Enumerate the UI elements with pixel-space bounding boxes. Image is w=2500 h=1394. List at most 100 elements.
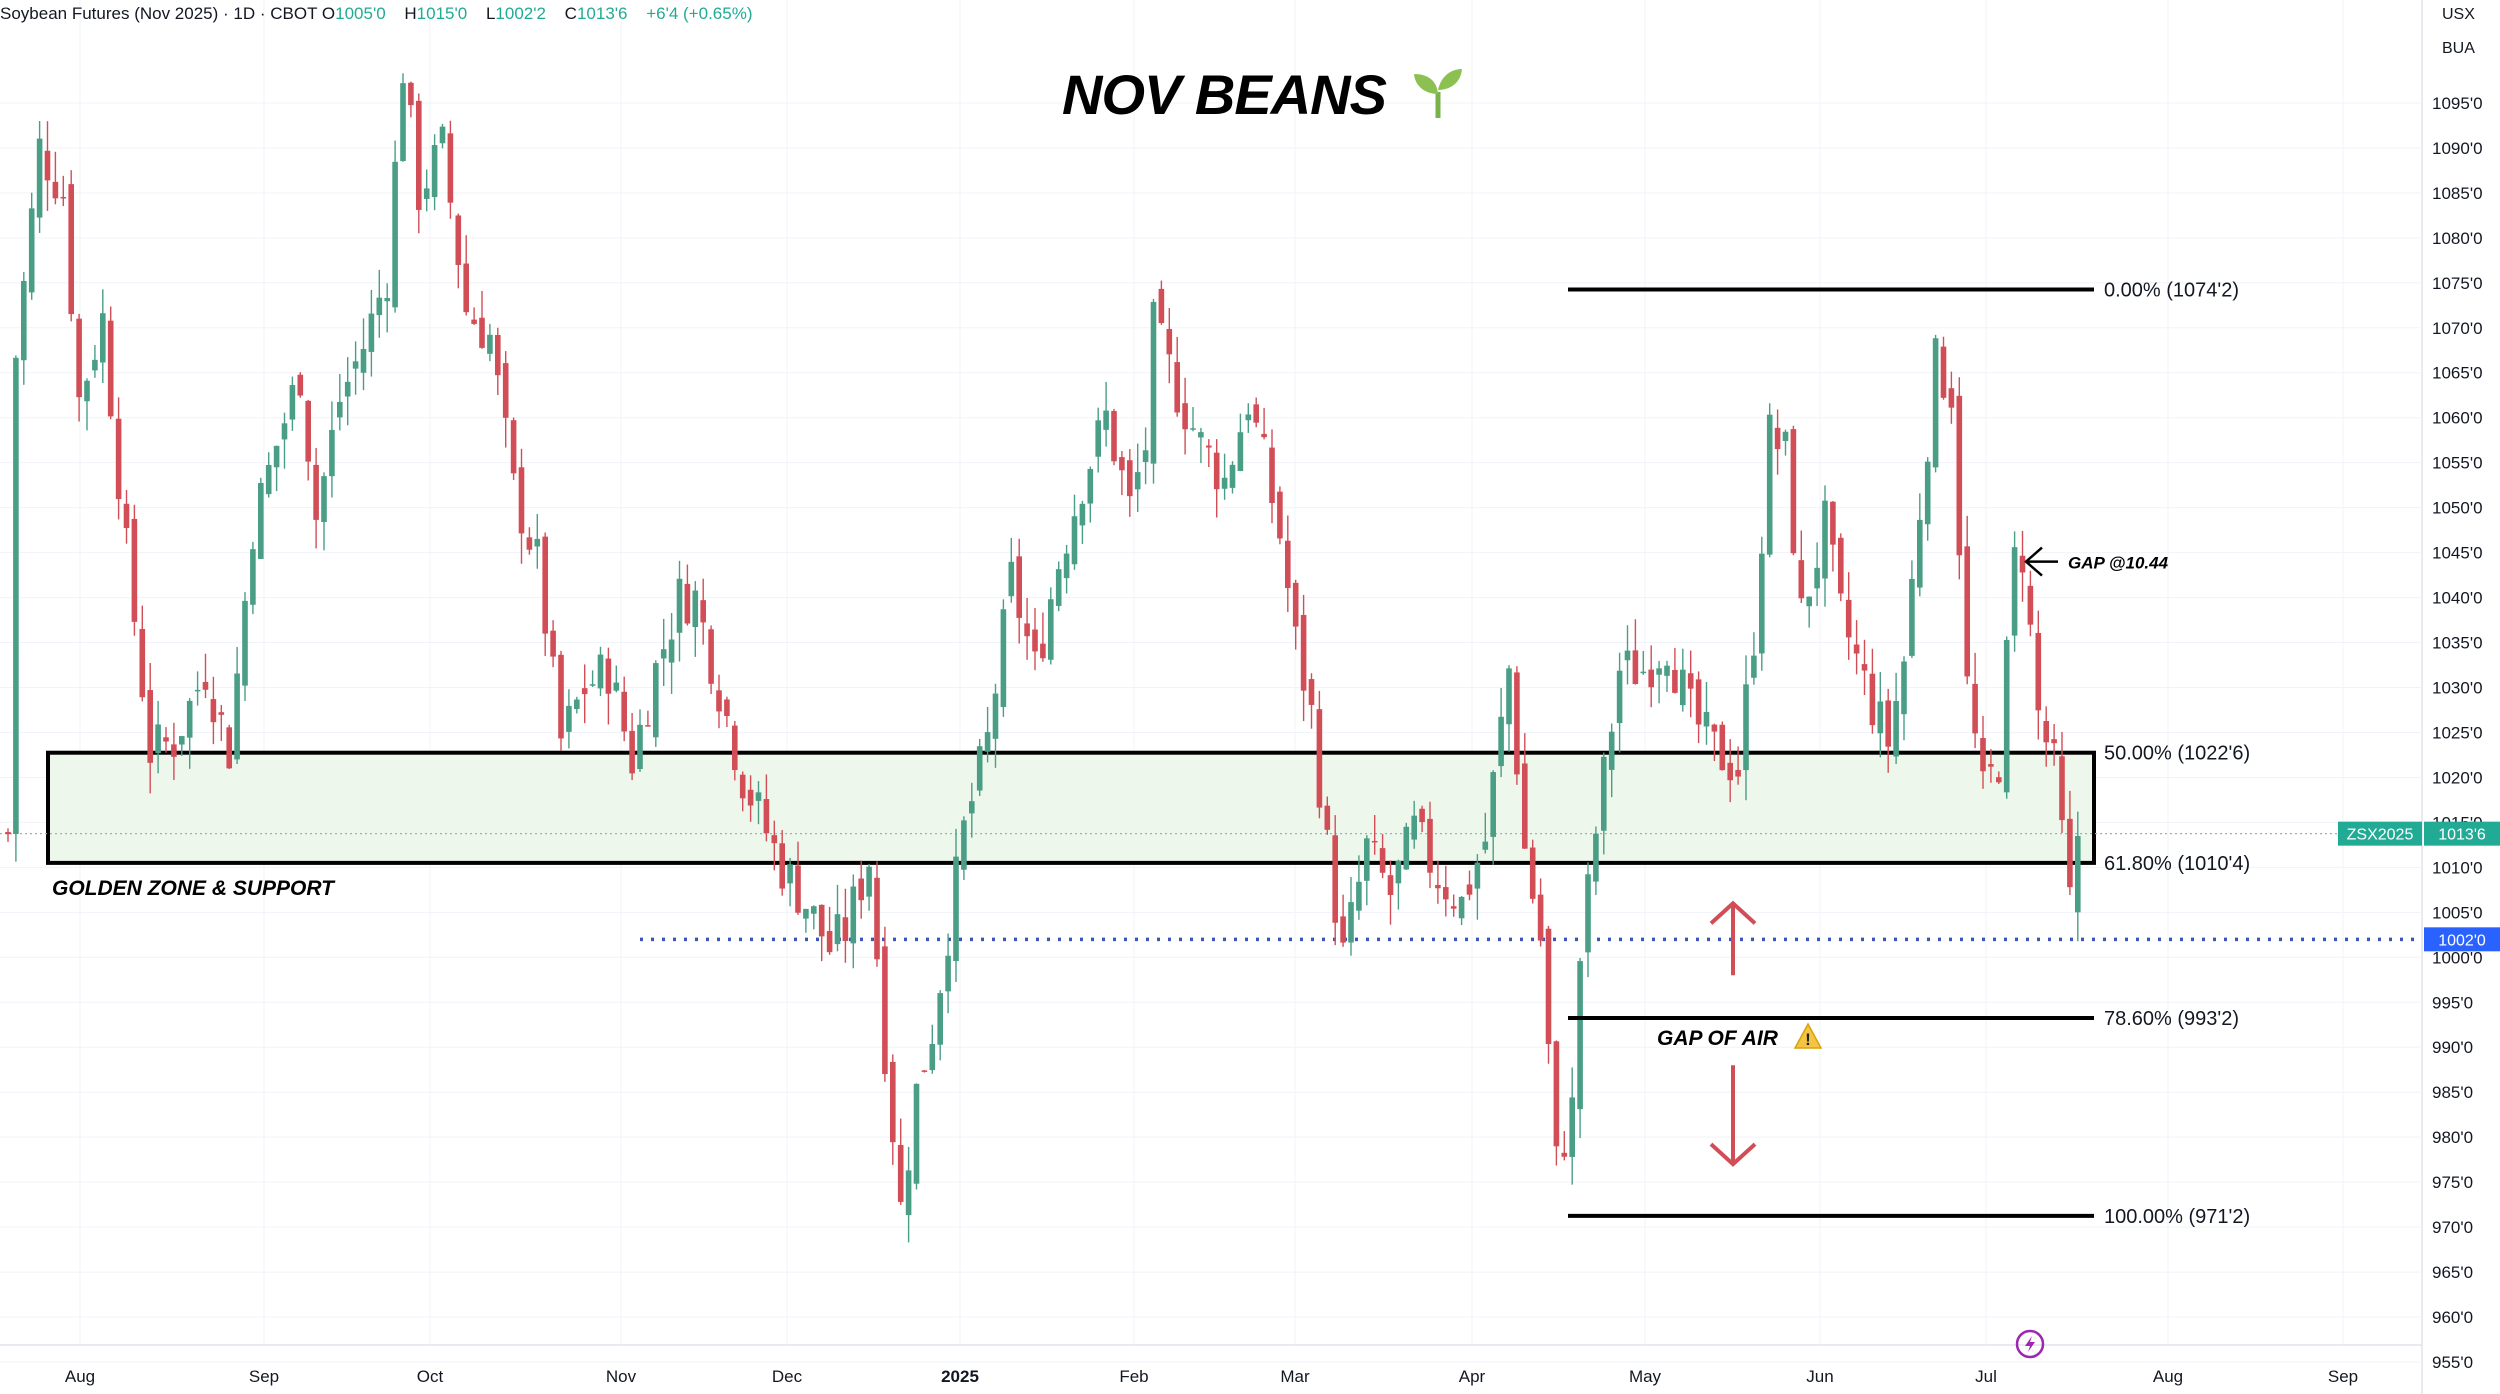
candle-body [273,445,280,468]
price-tick-label: 1075'0 [2432,274,2483,293]
candle-body [921,1070,928,1072]
candle-body [1814,567,1820,589]
candle-body [1387,875,1394,895]
candle-body [739,774,746,799]
candle-body [1774,427,1781,450]
candle-body [1909,578,1915,656]
candle-body [653,663,659,738]
candle-body [1893,700,1899,757]
candle-body [1087,468,1094,504]
price-tick-label: 1055'0 [2432,454,2483,473]
candle-body [1782,431,1789,441]
candle-body [1229,464,1236,488]
price-axis[interactable]: 955'0 960'0 965'0 970'0 975'0 980'0 985'0 990'0… [2338,94,2500,1372]
price-tick-label: 980'0 [2432,1128,2473,1147]
candle-body [858,878,864,901]
candle-body [1664,665,1670,676]
candle-body [937,993,943,1045]
candle-body [463,263,469,313]
candle-body [1024,623,1030,637]
candle-body [455,215,462,265]
candle-body [1632,650,1639,685]
candle-body [660,649,667,659]
candle-body [803,908,809,919]
candle-body [1988,764,1994,767]
candle-body [716,690,722,712]
candle-body [700,600,706,623]
candle-body [1261,433,1267,438]
unit-label[interactable]: BUA [2442,40,2475,57]
golden-zone-label: GOLDEN ZONE & SUPPORT [52,877,336,900]
candle-body [28,208,35,293]
candle-body [186,700,193,738]
candle-body [1427,818,1433,873]
annotations: GOLDEN ZONE & SUPPORT GAP OF AIR ! GAP @10.… [52,546,2169,1359]
candle-body [1032,629,1038,652]
candle-body [234,673,240,760]
candle-body [787,864,793,884]
time-axis[interactable]: Aug Sep Oct Nov Dec 2025 Feb Mar Apr May Jun Jul Aug… [65,1367,2358,1386]
high-label: H [404,4,417,23]
price-tick-label: 970'0 [2432,1218,2473,1237]
candle-body [5,832,11,835]
candle-body [107,320,114,417]
candle-body [1332,835,1338,923]
high-value: 1015'0 [416,4,468,23]
candle-body [874,877,880,960]
candle-body [2067,818,2073,888]
candle-body [1016,556,1022,618]
candle-body [289,385,296,420]
candle-body [471,319,477,324]
candle-body [1822,500,1828,579]
candle-body [550,630,556,657]
time-tick-label: Jul [1975,1367,1997,1386]
candle-body [2051,739,2057,744]
price-tick-label: 955'0 [2432,1353,2473,1372]
candle-body [929,1044,936,1071]
price-tick-label: 1035'0 [2432,634,2483,653]
candle-body [1522,763,1528,849]
candle-body [510,420,517,474]
candle-body [1198,432,1204,438]
currency-label[interactable]: USX [2442,6,2475,23]
candle-body [1687,673,1694,689]
time-tick-label: Apr [1459,1367,1486,1386]
candle-body [692,590,699,628]
time-tick-label: Jun [1806,1367,1833,1386]
lightning-bolt [2025,1336,2035,1352]
price-tick-label: 1070'0 [2432,319,2483,338]
candle-body [1703,711,1710,727]
candle-body [676,578,683,633]
candle-body [1798,560,1805,599]
candle-body [1853,644,1860,654]
gap-label: GAP @10.44 [2068,554,2169,573]
candle-body [637,724,643,769]
candle-body [1000,609,1007,707]
time-tick-label: Feb [1119,1367,1148,1386]
symbol-label[interactable]: Soybean Futures (Nov 2025) · 1D · CBOT [0,4,318,23]
close-value: 1013'6 [576,4,628,23]
candle-body [1419,808,1425,823]
candle-body [1450,906,1457,909]
price-tick-label: 960'0 [2432,1308,2473,1327]
candle-body [1285,540,1291,589]
candle-body [1379,848,1386,873]
candle-body [376,297,383,316]
lightning-icon[interactable] [2015,1329,2045,1359]
candle-body [163,737,169,742]
candle-body [763,799,770,834]
candle-body [2035,632,2042,711]
candle-body [1529,847,1536,899]
candle-body [2003,639,2010,793]
last-price-tag [2424,821,2500,846]
candle-body [21,280,27,361]
candle-body [368,313,375,352]
low-value: 1002'2 [495,4,546,23]
arrow-down-head-icon [1709,1142,1757,1167]
candle-body [1506,668,1512,725]
last-price-symbol-text: ZSX2025 [2347,827,2414,844]
candle-body [1940,346,1947,398]
candle-body [423,188,430,199]
time-tick-label: Sep [2328,1367,2358,1386]
